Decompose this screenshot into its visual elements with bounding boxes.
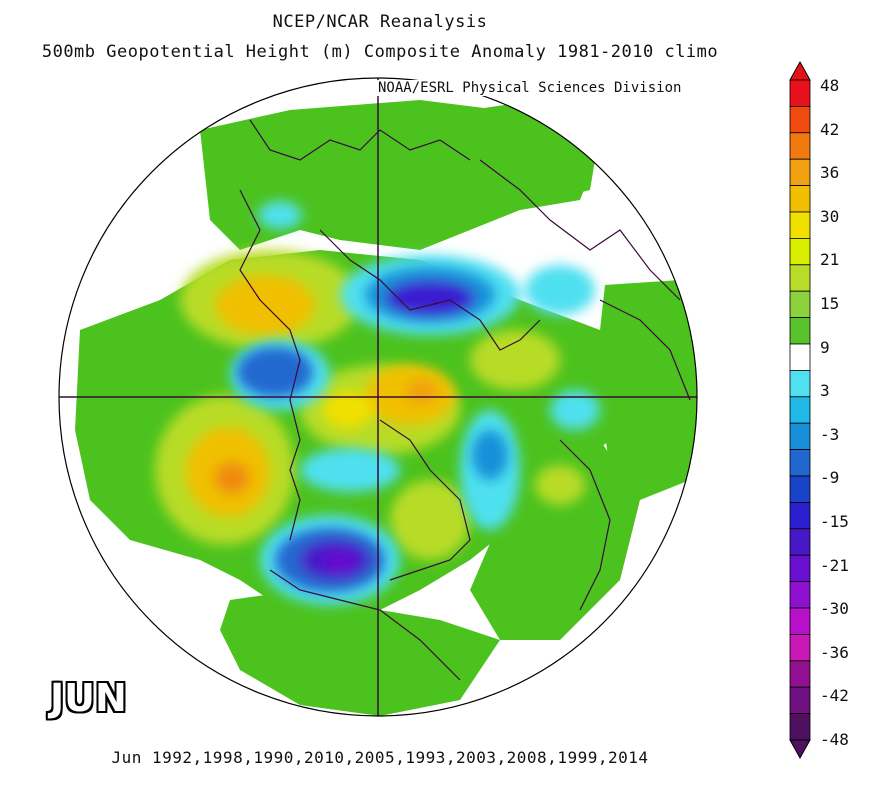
colorbar-min-arrow <box>789 739 811 760</box>
colorbar-swatch <box>789 581 811 609</box>
colorbar-swatch <box>789 449 811 477</box>
colorbar-tick-label: 48 <box>820 76 840 95</box>
colorbar-tick-label: 42 <box>820 119 840 139</box>
colorbar-swatch <box>789 158 811 186</box>
credit-label: NOAA/ESRL Physical Sciences Division <box>374 80 686 96</box>
colorbar-tick-label: 3 <box>820 381 830 401</box>
colorbar-swatch <box>789 501 811 530</box>
colorbar-swatch <box>789 211 811 239</box>
colorbar-swatch <box>789 343 811 371</box>
colorbar-swatch <box>789 369 811 398</box>
colorbar-tick-label: -30 <box>820 599 849 619</box>
month-label: JUN <box>50 676 127 720</box>
map-axes <box>59 78 697 716</box>
colorbar-swatch <box>789 396 811 424</box>
colorbar-tick-label: 15 <box>820 294 840 313</box>
colorbar-swatch <box>789 185 811 213</box>
colorbar-swatch <box>789 237 811 266</box>
colorbar-tick-label: -36 <box>820 642 849 662</box>
colorbar-tick-label: -42 <box>820 686 849 706</box>
colorbar-swatch <box>789 686 811 715</box>
coastlines <box>239 119 691 681</box>
colorbar-swatch <box>789 264 811 292</box>
colorbar-tick-label: 21 <box>820 250 840 270</box>
colorbar-tick-label: 36 <box>820 163 840 183</box>
colorbar-swatch <box>789 607 811 635</box>
colorbar-swatch <box>789 475 811 503</box>
title-line-1: NCEP/NCAR Reanalysis <box>272 12 488 32</box>
colorbar-swatch <box>789 290 811 319</box>
colorbar-tick-label: -48 <box>820 730 849 749</box>
colorbar-tick-label: 30 <box>820 206 840 226</box>
title-line-2: 500mb Geopotential Height (m) Composite … <box>41 42 719 62</box>
colorbar-swatch <box>789 132 811 160</box>
colorbar-max-arrow <box>789 60 811 81</box>
colorbar-tick-label: -9 <box>820 468 840 488</box>
colorbar-swatch <box>789 660 811 688</box>
colorbar-tick-label: -21 <box>820 555 849 575</box>
colorbar-swatch <box>789 106 811 134</box>
colorbar-swatch <box>789 554 811 583</box>
colorbar-tick-label: 9 <box>820 337 830 357</box>
years-caption: Jun 1992,1998,1990,2010,2005,1993,2003,2… <box>111 748 649 767</box>
map-boundary <box>58 77 698 717</box>
colorbar-swatch <box>789 317 811 345</box>
colorbar-swatch <box>789 634 811 662</box>
colorbar-swatch <box>789 422 811 451</box>
colorbar-tick-label: -15 <box>820 512 849 531</box>
colorbar-tick-label: -3 <box>820 424 840 444</box>
colorbar-swatch <box>789 79 811 107</box>
colorbar-swatch <box>789 713 811 741</box>
colorbar-swatch <box>789 528 811 556</box>
